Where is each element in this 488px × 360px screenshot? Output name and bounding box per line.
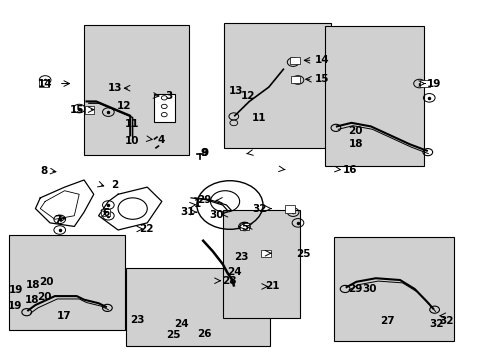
Text: 1: 1 [193,199,201,209]
Text: 5: 5 [241,222,247,232]
Text: 20: 20 [39,277,54,287]
Text: 13: 13 [107,83,122,93]
FancyBboxPatch shape [285,205,294,212]
FancyBboxPatch shape [39,80,48,87]
Text: 16: 16 [343,165,357,175]
FancyBboxPatch shape [334,237,453,341]
FancyBboxPatch shape [84,24,188,155]
Text: 18: 18 [26,280,40,291]
Text: 30: 30 [209,210,223,220]
Text: 11: 11 [251,113,266,123]
Text: 11: 11 [124,119,139,129]
Text: 15: 15 [69,105,84,114]
Text: 26: 26 [197,329,211,339]
FancyBboxPatch shape [153,94,175,122]
Text: 18: 18 [348,139,363,149]
Text: 23: 23 [233,252,248,262]
Text: 8: 8 [41,166,48,176]
FancyBboxPatch shape [324,26,424,166]
FancyBboxPatch shape [419,80,429,87]
FancyBboxPatch shape [239,223,249,230]
Text: 9: 9 [200,148,207,158]
FancyBboxPatch shape [222,210,300,318]
Text: 23: 23 [130,315,144,325]
Text: 19: 19 [8,301,22,311]
Text: 12: 12 [117,101,131,111]
Text: 24: 24 [174,319,188,329]
FancyBboxPatch shape [84,107,94,113]
Text: 24: 24 [227,267,242,277]
FancyBboxPatch shape [261,250,270,257]
FancyBboxPatch shape [101,209,110,216]
Text: 30: 30 [362,284,376,294]
Text: 21: 21 [265,281,279,291]
FancyBboxPatch shape [223,23,330,148]
FancyBboxPatch shape [9,235,125,330]
Text: 4: 4 [157,135,164,145]
Text: 18: 18 [25,296,39,305]
Text: 32: 32 [251,203,266,213]
Text: 29: 29 [197,195,211,205]
Text: 27: 27 [380,316,394,326]
Text: 15: 15 [314,74,329,84]
FancyBboxPatch shape [126,267,269,346]
Text: 12: 12 [241,91,255,101]
Text: 7: 7 [55,215,62,225]
Text: 22: 22 [139,224,153,234]
Text: 32: 32 [438,316,452,326]
Text: 29: 29 [347,284,362,294]
Text: 10: 10 [124,136,139,147]
Text: 6: 6 [102,208,109,218]
Text: 17: 17 [57,311,72,321]
Text: 13: 13 [228,86,243,96]
Text: 2: 2 [111,180,118,190]
Text: 3: 3 [165,91,172,101]
Text: 28: 28 [221,276,236,286]
Text: 19: 19 [426,78,440,89]
Text: 19: 19 [9,285,23,295]
Text: 20: 20 [37,292,51,302]
FancyBboxPatch shape [289,57,299,64]
Text: 25: 25 [165,330,180,340]
Text: 31: 31 [180,207,194,217]
Text: 14: 14 [314,55,329,65]
Text: 14: 14 [38,78,52,89]
Text: 9: 9 [201,148,208,158]
FancyBboxPatch shape [290,76,300,83]
Text: 20: 20 [347,126,362,136]
Text: 32: 32 [428,319,443,329]
Text: 25: 25 [296,249,310,259]
